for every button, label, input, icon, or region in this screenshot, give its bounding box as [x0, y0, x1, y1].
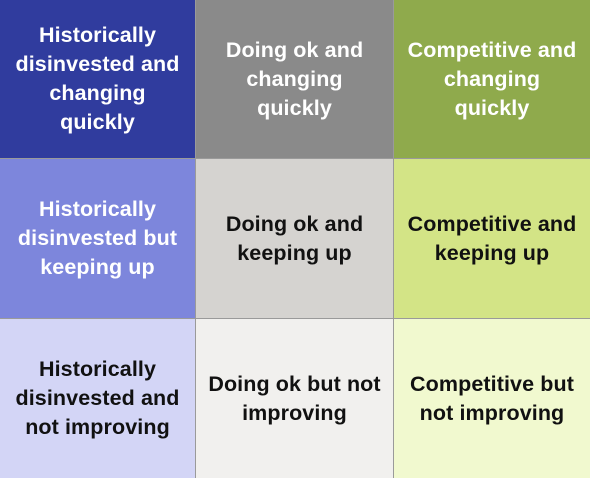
cell-competitive-changing-quickly: Competitive and changing quickly [394, 0, 590, 159]
cell-doing-ok-keeping-up: Doing ok and keeping up [196, 159, 394, 319]
cell-label: Historically disinvested and changing qu… [15, 23, 180, 134]
cell-doing-ok-not-improving: Doing ok but not improving [196, 319, 394, 478]
cell-historically-disinvested-keeping-up: Historically disinvested but keeping up [0, 159, 196, 319]
cell-historically-disinvested-not-improving: Historically disinvested and not improvi… [0, 319, 196, 478]
cell-competitive-keeping-up: Competitive and keeping up [394, 159, 590, 319]
cell-label: Competitive and keeping up [407, 211, 577, 265]
cell-doing-ok-changing-quickly: Doing ok and changing quickly [196, 0, 394, 159]
cell-label: Historically disinvested and not improvi… [15, 357, 180, 439]
cell-label: Competitive and changing quickly [407, 37, 577, 120]
cell-label: Doing ok and changing quickly [225, 37, 364, 120]
cell-competitive-not-improving: Competitive but not improving [394, 319, 590, 478]
cell-label: Competitive but not improving [410, 371, 574, 425]
cell-label: Doing ok but not improving [208, 371, 381, 425]
cell-label: Doing ok and keeping up [225, 211, 364, 265]
cell-label: Historically disinvested but keeping up [17, 197, 178, 279]
cell-historically-disinvested-changing-quickly: Historically disinvested and changing qu… [0, 0, 196, 159]
